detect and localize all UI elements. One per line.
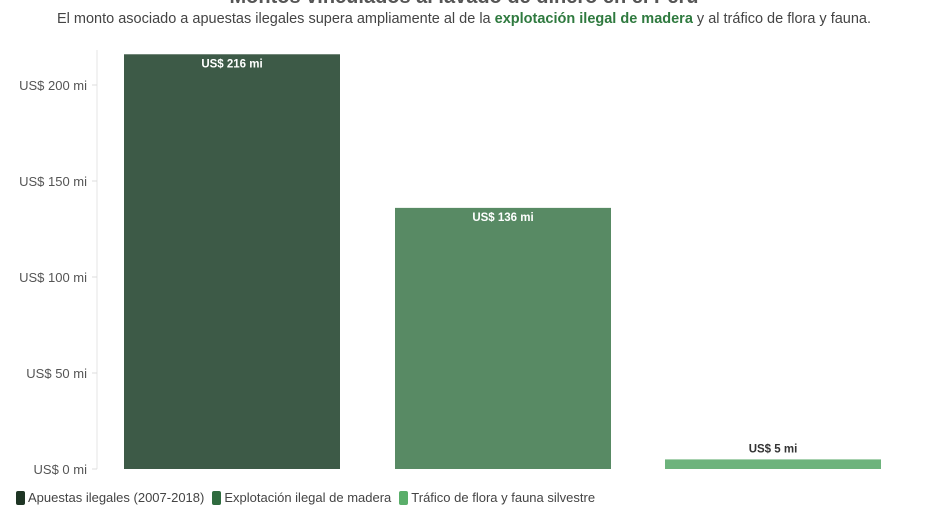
legend-label: Explotación ilegal de madera — [224, 490, 392, 505]
y-tick-label: US$ 100 mi — [19, 270, 87, 285]
legend-item: Tráfico de flora y fauna silvestre — [399, 490, 595, 505]
chart-subtitle: El monto asociado a apuestas ilegales su… — [0, 11, 928, 27]
bar-chart: US$ 0 mi US$ 50 mi US$ 100 mi US$ 150 mi US$… — [19, 50, 881, 477]
data-label: US$ 216 mi — [201, 58, 262, 70]
chart-title: Montos vinculados al lavado de dinero en… — [0, 0, 928, 9]
legend-swatch — [16, 490, 25, 505]
y-tick-label: US$ 0 mi — [34, 462, 88, 477]
bar-2 — [395, 207, 611, 469]
legend-label: Apuestas ilegales (2007-2018) — [28, 490, 205, 505]
data-label: US$ 136 mi — [472, 212, 533, 224]
legend-item: Apuestas ilegales (2007-2018) — [16, 490, 204, 505]
subtitle-highlight: explotación ilegal de madera — [494, 11, 693, 27]
legend: Apuestas ilegales (2007-2018) Explotación… — [16, 490, 595, 505]
y-tick-label: US$ 50 mi — [26, 366, 87, 381]
legend-swatch — [212, 490, 222, 505]
legend-item: Explotación ilegal de madera — [212, 490, 391, 505]
y-tick-label: US$ 150 mi — [19, 174, 87, 189]
subtitle-text-after: y al tráfico de flora y fauna. — [692, 11, 872, 27]
legend-label: Tráfico de flora y fauna silvestre — [411, 490, 596, 505]
bar-1 — [124, 54, 340, 469]
subtitle-text-before: El monto asociado a apuestas ilegales su… — [56, 11, 495, 27]
bar-3 — [665, 459, 881, 469]
data-label: US$ 5 mi — [749, 443, 798, 455]
legend-swatch — [399, 490, 409, 505]
y-tick-label: US$ 200 mi — [19, 78, 87, 93]
